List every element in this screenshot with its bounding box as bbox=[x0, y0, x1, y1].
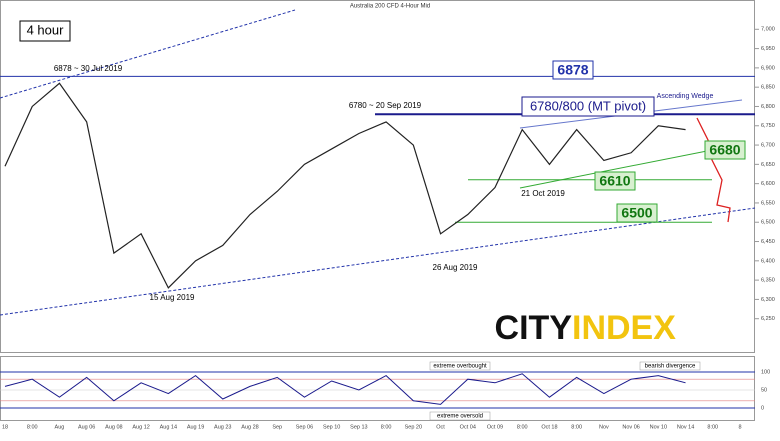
x-tick-label: Aug 12 bbox=[132, 424, 149, 430]
annotation: 6878 ~ 30 Jul 2019 bbox=[54, 64, 123, 73]
x-tick-label: Nov 10 bbox=[650, 424, 667, 430]
y-tick-label: 6,400 bbox=[761, 258, 775, 264]
y-tick-label: 6,550 bbox=[761, 200, 775, 206]
annotation: 6780/800 (MT pivot) bbox=[530, 98, 646, 113]
x-tick-label: Aug 19 bbox=[187, 424, 204, 430]
level-label: 6610 bbox=[599, 173, 630, 189]
annotation: 15 Aug 2019 bbox=[150, 293, 195, 302]
x-tick-label: Sep 06 bbox=[296, 424, 313, 430]
y-tick-label: 6,450 bbox=[761, 239, 775, 245]
y-tick-label: 6,600 bbox=[761, 181, 775, 187]
x-tick-label: 8:00 bbox=[707, 424, 718, 430]
x-tick-label: Aug 14 bbox=[160, 424, 177, 430]
x-tick-label: 8:00 bbox=[381, 424, 392, 430]
wedge-lower bbox=[519, 149, 713, 189]
level-label: 6500 bbox=[621, 205, 652, 221]
lower-trendline bbox=[0, 207, 756, 316]
annotation-box bbox=[19, 20, 71, 42]
projected-path bbox=[696, 117, 731, 223]
x-tick-label: Oct 18 bbox=[541, 424, 557, 430]
annotation: 6780 ~ 20 Sep 2019 bbox=[349, 101, 422, 110]
y-tick-label: 6,500 bbox=[761, 220, 775, 226]
x-tick-label: 18 bbox=[2, 424, 8, 430]
y-tick-label: 6,700 bbox=[761, 143, 775, 149]
x-tick-label: 8:00 bbox=[27, 424, 38, 430]
annotation-box bbox=[521, 96, 655, 117]
x-tick-label: Oct 04 bbox=[460, 424, 476, 430]
logo: CITY bbox=[495, 309, 573, 347]
annotation: 26 Aug 2019 bbox=[433, 263, 478, 272]
x-tick-label: Aug 23 bbox=[214, 424, 231, 430]
annotation: extreme oversold bbox=[437, 414, 483, 420]
x-tick-label: Sep bbox=[272, 424, 282, 430]
annotation: 4 hour bbox=[27, 22, 65, 37]
oscillator-frame bbox=[0, 356, 755, 421]
y-tick-label: 6,650 bbox=[761, 162, 775, 168]
level-box bbox=[552, 60, 594, 80]
annotation: 21 Oct 2019 bbox=[521, 189, 565, 198]
y-tick-label: 6,950 bbox=[761, 46, 775, 52]
x-tick-label: 8:00 bbox=[571, 424, 582, 430]
price-line bbox=[4, 373, 686, 405]
y-tick-label: 6,350 bbox=[761, 278, 775, 284]
annotation: Ascending Wedge bbox=[657, 93, 714, 100]
level-label: 6680 bbox=[709, 142, 740, 158]
y-tick-label: 50 bbox=[761, 387, 767, 393]
level-box bbox=[704, 140, 746, 160]
x-tick-label: Sep 10 bbox=[323, 424, 340, 430]
x-tick-label: Sep 13 bbox=[350, 424, 367, 430]
annotation: extreme overbought bbox=[433, 364, 487, 370]
price-frame bbox=[0, 0, 755, 353]
y-tick-label: 100 bbox=[761, 369, 770, 375]
x-tick-label: Sep 20 bbox=[405, 424, 422, 430]
logo: INDEX bbox=[572, 309, 676, 347]
y-tick-label: 0 bbox=[761, 405, 764, 411]
level-label: 6878 bbox=[557, 62, 588, 78]
x-tick-label: 8 bbox=[738, 424, 741, 430]
y-tick-label: 6,750 bbox=[761, 123, 775, 129]
annotation-box bbox=[639, 361, 701, 371]
y-tick-label: 6,900 bbox=[761, 65, 775, 71]
y-tick-label: 6,300 bbox=[761, 297, 775, 303]
x-tick-label: Nov bbox=[599, 424, 609, 430]
x-tick-label: Nov 14 bbox=[677, 424, 694, 430]
x-tick-label: Aug 08 bbox=[105, 424, 122, 430]
y-tick-label: 6,850 bbox=[761, 85, 775, 91]
chart-title: Australia 200 CFD 4-Hour Mid bbox=[350, 4, 430, 10]
level-box bbox=[594, 171, 636, 191]
annotation-box bbox=[429, 411, 491, 421]
x-tick-label: Aug 28 bbox=[241, 424, 258, 430]
x-tick-label: Aug 06 bbox=[78, 424, 95, 430]
x-tick-label: 8:00 bbox=[517, 424, 528, 430]
annotation-box bbox=[429, 361, 491, 371]
upper-trendline bbox=[0, 9, 296, 99]
x-tick-label: Aug bbox=[55, 424, 65, 430]
x-tick-label: Nov 06 bbox=[622, 424, 639, 430]
y-tick-label: 6,800 bbox=[761, 104, 775, 110]
x-tick-label: Oct 09 bbox=[487, 424, 503, 430]
x-tick-label: Oct bbox=[436, 424, 445, 430]
y-tick-label: 7,000 bbox=[761, 27, 775, 33]
price-line bbox=[4, 82, 686, 289]
y-tick-label: 6,250 bbox=[761, 316, 775, 322]
annotation: bearish divergence bbox=[645, 364, 696, 370]
level-box bbox=[616, 203, 658, 223]
